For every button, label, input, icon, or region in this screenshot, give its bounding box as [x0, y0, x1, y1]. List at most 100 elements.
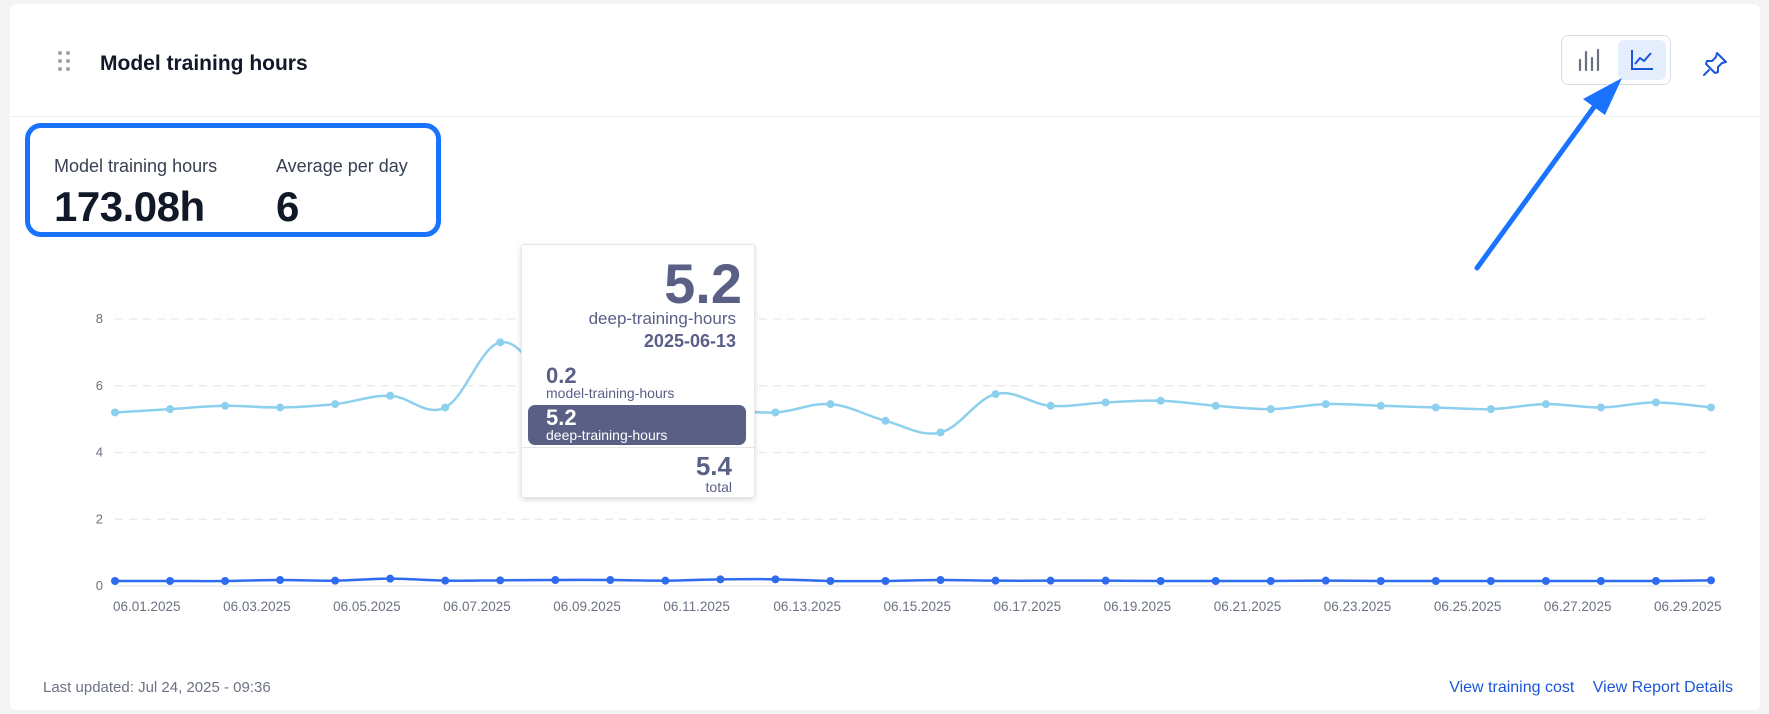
data-point-model-training-hours: [221, 576, 230, 585]
x-tick-label: 06.19.2025: [1104, 599, 1172, 614]
report-card: Model training hours: [10, 4, 1760, 710]
last-updated: Last updated: Jul 24, 2025 - 09:36: [43, 679, 271, 696]
x-tick-label: 06.11.2025: [663, 599, 730, 614]
x-tick-label: 06.21.2025: [1214, 599, 1282, 614]
data-point-model-training-hours: [166, 576, 175, 585]
tooltip-row-name: deep-training-hours: [546, 427, 668, 443]
data-point-model-training-hours: [551, 575, 560, 584]
chart-tooltip: 5.2 deep-training-hours 2025-06-13 0.2 m…: [521, 244, 755, 498]
pin-button[interactable]: [1700, 49, 1730, 79]
data-point-deep-training-hours: [1596, 403, 1605, 412]
tooltip-row-name: model-training-hours: [546, 385, 675, 401]
data-point-deep-training-hours: [1707, 403, 1715, 412]
pin-icon: [1703, 52, 1727, 76]
tooltip-row-deep: 5.2 deep-training-hours: [528, 405, 746, 445]
bar-chart-button[interactable]: [1566, 40, 1614, 80]
x-tick-label: 06.17.2025: [994, 599, 1062, 614]
data-point-deep-training-hours: [1266, 405, 1275, 414]
page-title: Model training hours: [100, 52, 308, 75]
data-point-model-training-hours: [936, 575, 945, 584]
data-point-model-training-hours: [1101, 576, 1110, 585]
data-point-deep-training-hours: [1431, 403, 1440, 412]
data-point-model-training-hours: [1707, 576, 1715, 585]
x-tick-label: 06.13.2025: [773, 599, 841, 614]
average-stat: Average per day 6: [276, 156, 408, 231]
data-point-model-training-hours: [441, 576, 450, 585]
summary-stats: Model training hours 173.08h Average per…: [25, 123, 441, 237]
y-tick-label: 6: [96, 378, 103, 393]
tooltip-series: deep-training-hours: [588, 309, 736, 328]
data-point-deep-training-hours: [1486, 405, 1495, 414]
tooltip-value: 5.2: [664, 252, 742, 315]
series-line-model-training-hours: [115, 577, 1712, 583]
footer-links: View training cost View Report Details: [1435, 679, 1733, 697]
data-point-model-training-hours: [1376, 576, 1385, 585]
data-point-model-training-hours: [661, 576, 670, 585]
tooltip-row-model: 0.2 model-training-hours: [528, 363, 746, 403]
data-point-deep-training-hours: [881, 416, 890, 425]
data-point-deep-training-hours: [1211, 401, 1220, 410]
data-point-model-training-hours: [606, 575, 615, 584]
data-point-model-training-hours: [496, 576, 505, 585]
y-tick-label: 0: [96, 578, 103, 593]
x-tick-label: 06.29.2025: [1654, 599, 1722, 614]
tooltip-total-value: 5.4: [695, 451, 732, 481]
data-point-model-training-hours: [771, 575, 780, 584]
bar-chart-icon: [1578, 48, 1600, 72]
data-point-model-training-hours: [1651, 576, 1660, 585]
x-tick-label: 06.15.2025: [883, 599, 951, 614]
data-point-model-training-hours: [111, 576, 119, 585]
x-tick-label: 06.25.2025: [1434, 599, 1502, 614]
data-point-deep-training-hours: [826, 400, 835, 409]
x-tick-label: 06.01.2025: [113, 599, 181, 614]
data-point-model-training-hours: [1156, 576, 1165, 585]
data-point-deep-training-hours: [386, 391, 395, 400]
data-point-model-training-hours: [1431, 576, 1440, 585]
data-point-deep-training-hours: [331, 400, 340, 409]
data-point-model-training-hours: [826, 576, 835, 585]
data-point-deep-training-hours: [1101, 398, 1110, 407]
data-point-model-training-hours: [991, 576, 1000, 585]
data-point-deep-training-hours: [1376, 401, 1385, 410]
data-point-deep-training-hours: [276, 403, 285, 412]
data-point-model-training-hours: [1541, 576, 1550, 585]
data-point-model-training-hours: [1596, 576, 1605, 585]
y-tick-label: 4: [96, 445, 103, 460]
data-point-deep-training-hours: [1321, 400, 1330, 409]
x-tick-label: 06.23.2025: [1324, 599, 1392, 614]
data-point-deep-training-hours: [1541, 400, 1550, 409]
drag-handle-icon[interactable]: [58, 51, 72, 73]
tooltip-total-label: total: [705, 479, 732, 495]
data-point-deep-training-hours: [496, 338, 505, 347]
data-point-deep-training-hours: [1046, 401, 1055, 410]
y-tick-label: 2: [96, 511, 103, 526]
data-point-deep-training-hours: [771, 408, 780, 417]
total-hours-value: 173.08h: [54, 183, 205, 230]
data-point-deep-training-hours: [441, 403, 450, 412]
tooltip-row-value: 5.2: [546, 405, 577, 430]
line-chart-icon: [1631, 50, 1653, 70]
tooltip-divider: [522, 447, 754, 448]
x-tick-label: 06.09.2025: [553, 599, 621, 614]
data-point-model-training-hours: [1321, 576, 1330, 585]
data-point-model-training-hours: [386, 574, 395, 583]
data-point-deep-training-hours: [1651, 398, 1660, 407]
data-point-model-training-hours: [1266, 576, 1275, 585]
data-point-deep-training-hours: [991, 390, 1000, 399]
view-training-cost-link[interactable]: View training cost: [1449, 679, 1575, 696]
tooltip-date: 2025-06-13: [643, 331, 736, 351]
line-chart-button[interactable]: [1618, 40, 1666, 80]
x-tick-label: 06.03.2025: [223, 599, 291, 614]
x-tick-label: 06.05.2025: [333, 599, 401, 614]
data-point-deep-training-hours: [111, 408, 119, 417]
view-report-details-link[interactable]: View Report Details: [1592, 679, 1733, 696]
data-point-model-training-hours: [331, 576, 340, 585]
data-point-model-training-hours: [716, 575, 725, 584]
data-point-model-training-hours: [276, 575, 285, 584]
card-header: Model training hours: [10, 4, 1760, 117]
x-tick-label: 06.27.2025: [1544, 599, 1612, 614]
y-tick-label: 8: [96, 311, 103, 326]
series-line-deep-training-hours: [114, 341, 1712, 435]
